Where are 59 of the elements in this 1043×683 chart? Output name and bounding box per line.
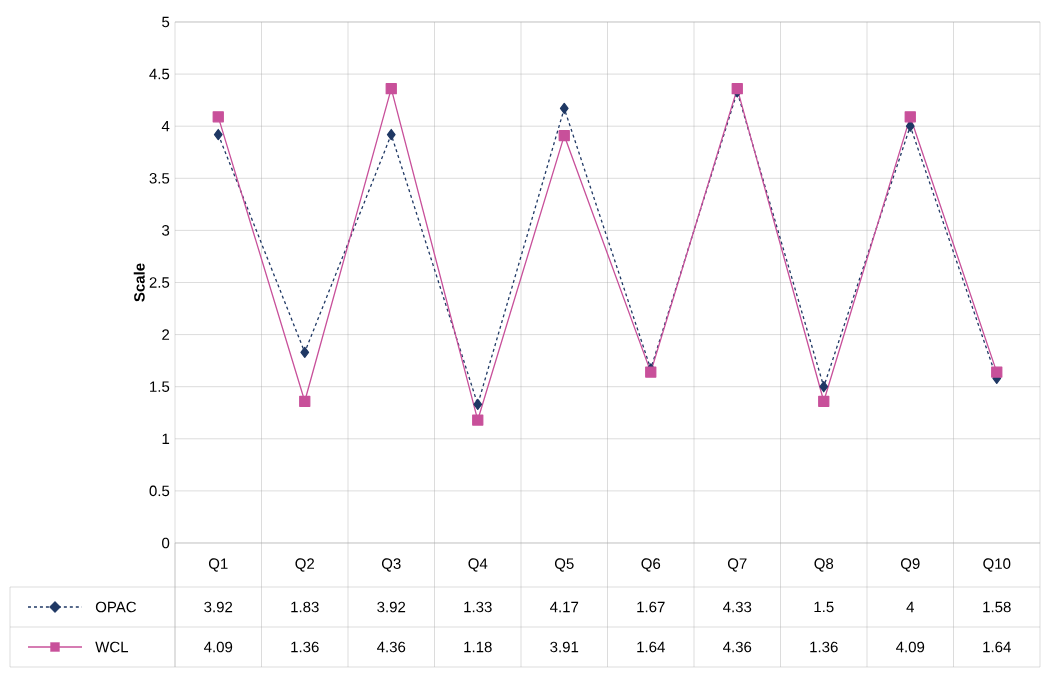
x-tick-label: Q6	[641, 558, 661, 572]
x-tick-label: Q10	[983, 558, 1011, 572]
y-tick-label: 3	[162, 225, 170, 236]
point	[558, 129, 570, 142]
point	[818, 395, 830, 407]
data-label: 1.58	[983, 601, 1011, 613]
x-tick-label: Q9	[900, 558, 920, 572]
y-tick-label: 0.5	[149, 485, 170, 497]
y-tick-label: 1.5	[150, 381, 170, 392]
y-tick-label: 4.5	[149, 68, 170, 80]
x-tick-label: Q8	[814, 558, 834, 572]
point	[905, 120, 915, 132]
point	[991, 366, 1003, 378]
data-label: 1.64	[983, 641, 1011, 653]
data-label: 4	[906, 601, 914, 613]
y-tick-label: 2	[162, 329, 170, 340]
data-label: 3.92	[204, 601, 233, 613]
y-tick-label: 4	[161, 121, 170, 132]
data-label: 3.92	[377, 601, 406, 613]
point	[212, 111, 224, 123]
x-tick-label: Q7	[727, 558, 747, 572]
point	[300, 346, 310, 358]
data-label: 4.09	[204, 641, 233, 653]
point	[904, 111, 916, 123]
data-label: 1.5	[814, 601, 834, 613]
point	[819, 381, 829, 393]
point	[299, 395, 311, 407]
data-label: 4.17	[550, 601, 579, 613]
legend-label: WCL	[95, 641, 129, 653]
data-label: 4.36	[377, 641, 406, 653]
data-label: 4.36	[723, 641, 752, 653]
y-tick-label: 1	[162, 433, 170, 444]
y-tick-label: 0	[162, 537, 170, 549]
data-label: 1.83	[291, 601, 319, 613]
x-tick-label: Q2	[295, 558, 315, 572]
data-label: 1.67	[637, 601, 665, 613]
point	[386, 128, 396, 141]
data-label: 1.36	[291, 641, 319, 653]
point	[213, 128, 223, 141]
y-tick-label: 3.5	[149, 172, 170, 184]
point	[473, 398, 483, 411]
x-tick-label: Q3	[381, 558, 401, 572]
x-tick-label: Q4	[468, 558, 488, 572]
data-label: 1.64	[637, 641, 665, 653]
point	[472, 414, 484, 426]
point	[385, 83, 397, 95]
legend-label: OPAC	[95, 601, 137, 613]
x-tick-label: Q1	[208, 558, 228, 572]
data-label: 1.33	[464, 601, 492, 613]
data-label: 4.09	[896, 641, 925, 653]
y-tick-label: 2.5	[149, 277, 170, 288]
data-label: 1.18	[464, 641, 492, 653]
data-label: 3.91	[550, 641, 579, 653]
y-tick-label: 5	[162, 16, 170, 28]
data-label: 4.33	[723, 601, 752, 613]
point	[559, 102, 569, 115]
x-tick-label: Q5	[554, 558, 574, 572]
y-axis-title: Scale	[133, 263, 145, 302]
data-label: 1.36	[810, 641, 838, 653]
